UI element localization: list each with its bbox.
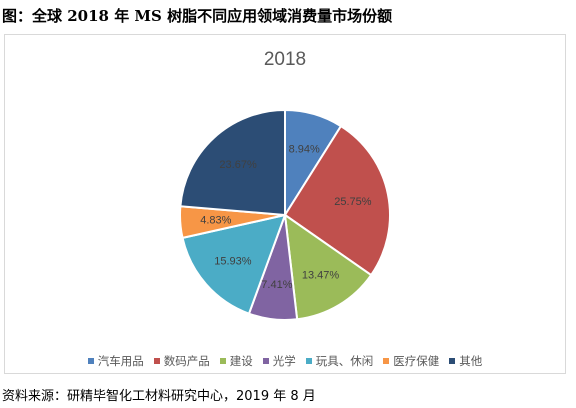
legend-swatch — [262, 358, 269, 364]
legend-item-1: 汽车用品 — [87, 353, 144, 369]
legend-item-6: 医疗保健 — [383, 353, 439, 369]
slice-label-5: 15.93% — [214, 256, 252, 268]
slice-label-4: 7.41% — [261, 279, 292, 291]
pie-slice-7 — [179, 108, 286, 217]
slice-label-7: 23.67% — [219, 159, 257, 171]
legend-swatch — [219, 358, 226, 364]
source-note: 资料来源：研精毕智化工材料研究中心，2019 年 8 月 — [2, 389, 316, 404]
pie-chart: 8.94% 25.75% 13.47% 7.41% 15.93% 4.83% 23.67% — [179, 108, 391, 321]
legend-swatch — [449, 358, 456, 364]
legend-item-5: 玩具、休闲 — [305, 353, 374, 369]
legend-swatch — [87, 358, 94, 364]
legend-swatch — [153, 358, 160, 364]
slice-label-2: 25.75% — [334, 196, 372, 208]
legend-label: 光学 — [272, 354, 296, 368]
legend-item-2: 数码产品 — [153, 353, 210, 369]
legend-label: 其他 — [459, 354, 483, 368]
legend-label: 汽车用品 — [97, 354, 144, 368]
slice-label-1: 8.94% — [289, 143, 320, 155]
legend-label: 建设 — [229, 354, 253, 368]
legend-label: 医疗保健 — [393, 354, 440, 368]
figure-title: 图：全球 2018 年 MS 树脂不同应用领域消费量市场份额 — [2, 7, 393, 25]
pie-slice-5 — [181, 213, 287, 315]
slice-label-6: 4.83% — [200, 215, 231, 227]
legend-item-4: 光学 — [262, 353, 296, 369]
legend-label: 数码产品 — [163, 354, 210, 368]
chart-legend: 汽车用品 数码产品 建设 光学 玩具、休闲 医疗保健 其他 — [5, 353, 565, 369]
pie-slice-2 — [283, 124, 391, 277]
legend-swatch — [305, 358, 312, 364]
slice-label-3: 13.47% — [302, 269, 340, 281]
legend-item-7: 其他 — [449, 353, 482, 369]
chart-title: 2018 — [263, 49, 307, 70]
legend-swatch — [383, 358, 390, 364]
legend-item-3: 建设 — [219, 353, 253, 369]
legend-label: 玩具、休闲 — [315, 354, 374, 368]
pie-slice-3 — [283, 212, 373, 321]
chart-area: 2018 8.94% 25.75% 13.47% 7.41% 15.93% 4.83% 23… — [4, 34, 566, 374]
